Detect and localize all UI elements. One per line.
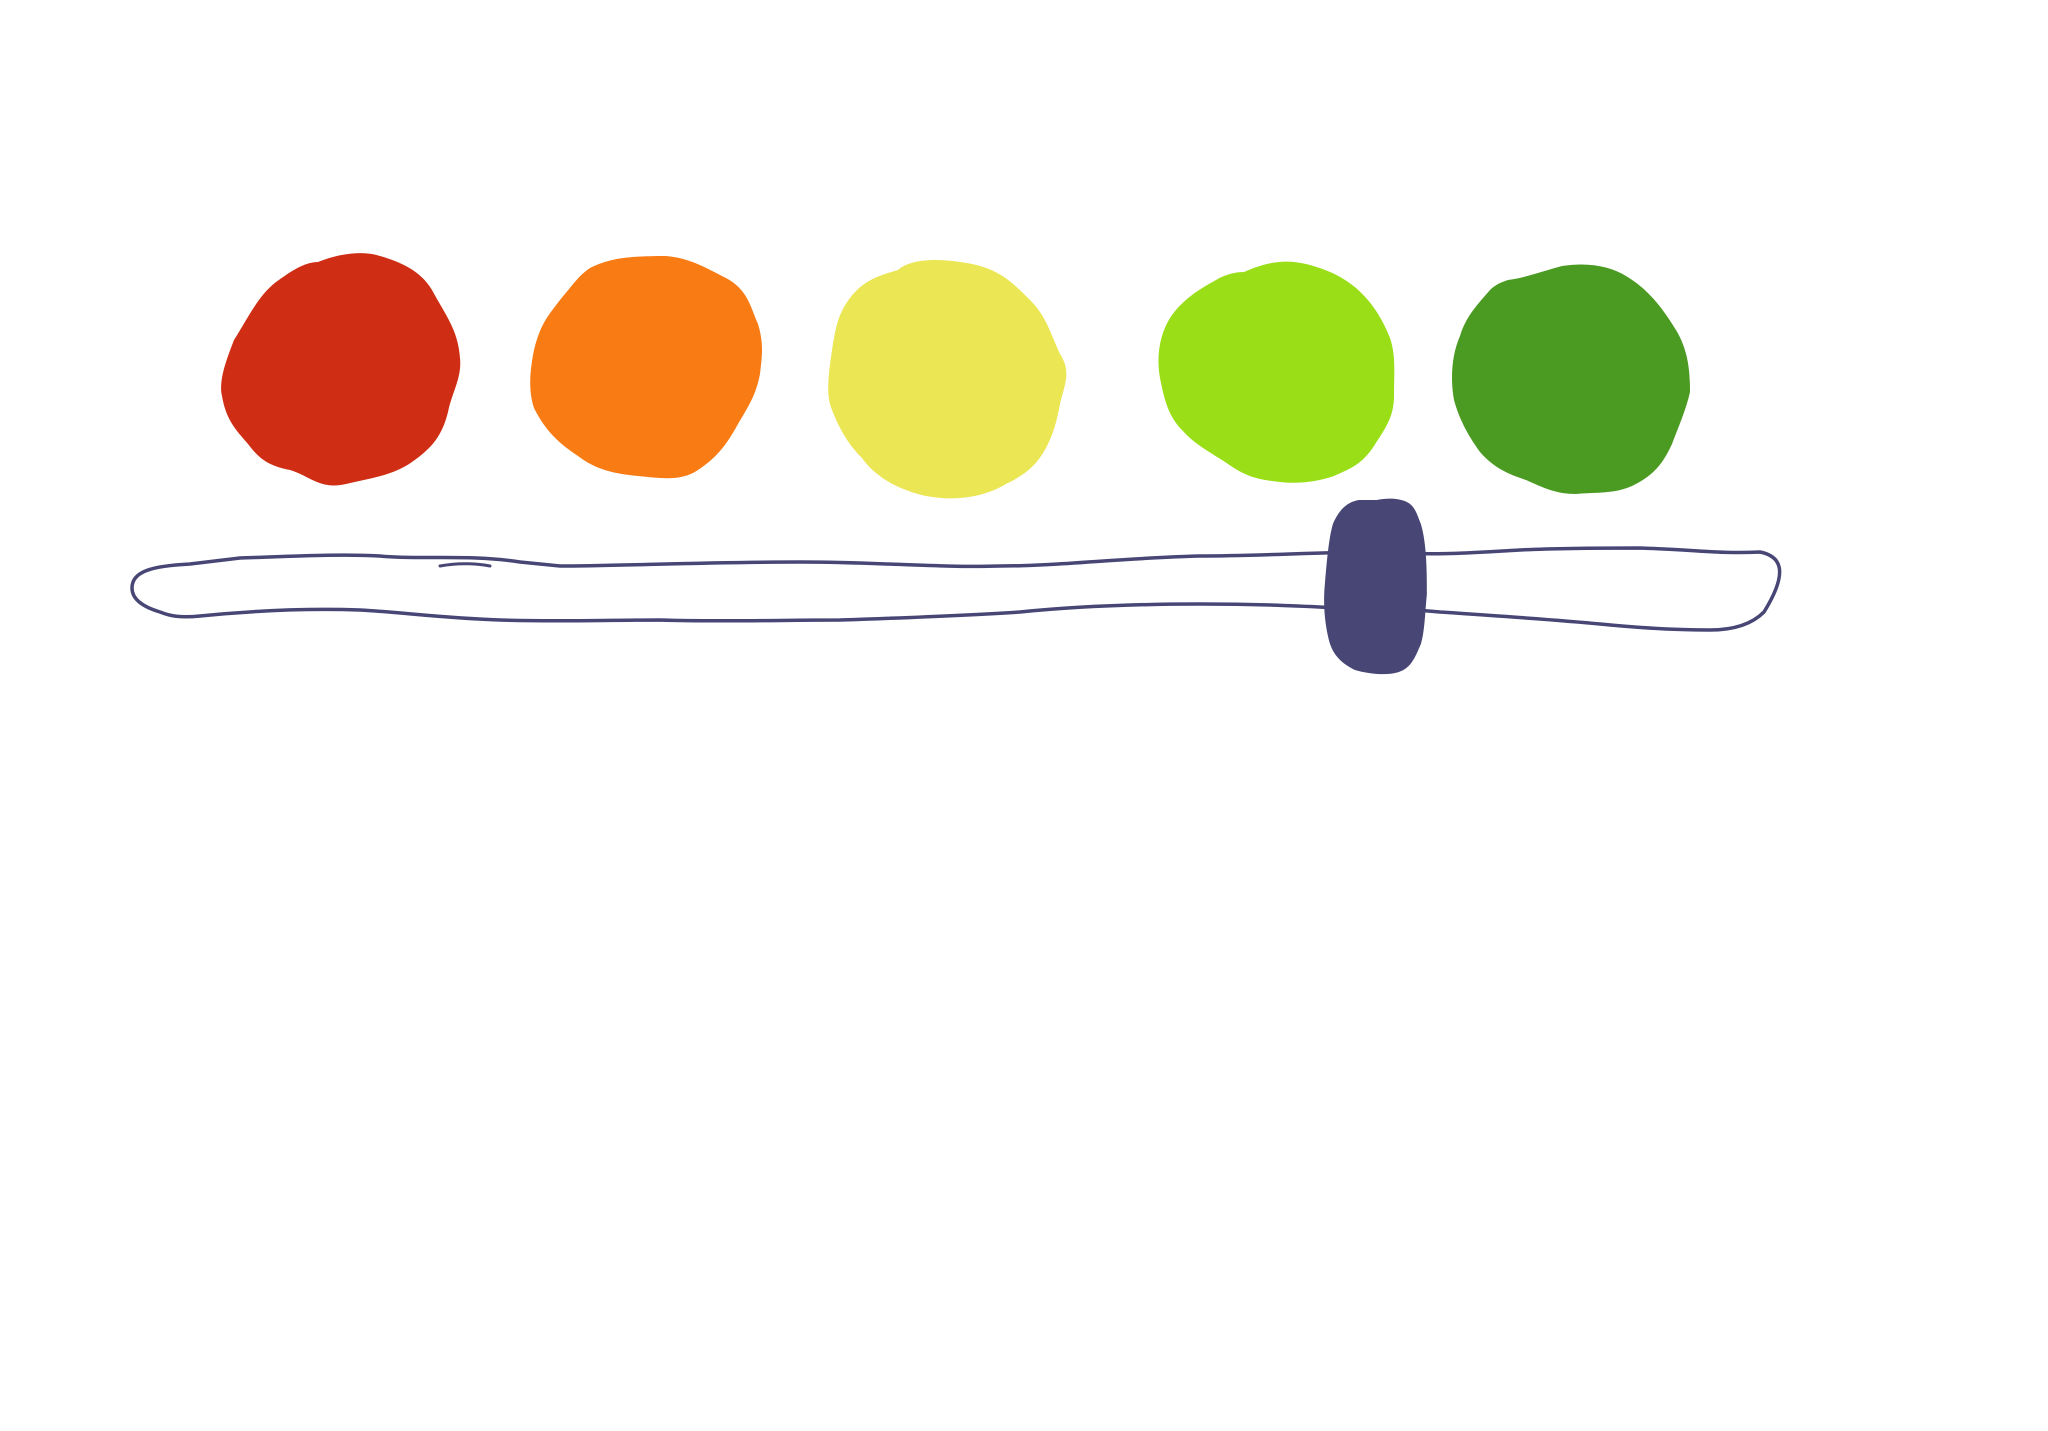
- slider-thumb[interactable]: [1324, 498, 1427, 675]
- green-color-dot[interactable]: [1452, 264, 1690, 494]
- yellow-color-dot[interactable]: [828, 260, 1067, 499]
- lime-color-dot[interactable]: [1158, 261, 1395, 483]
- slider-track[interactable]: [130, 546, 1782, 632]
- orange-color-dot[interactable]: [530, 256, 762, 479]
- red-color-dot[interactable]: [221, 253, 461, 486]
- track-scribble: [438, 562, 492, 568]
